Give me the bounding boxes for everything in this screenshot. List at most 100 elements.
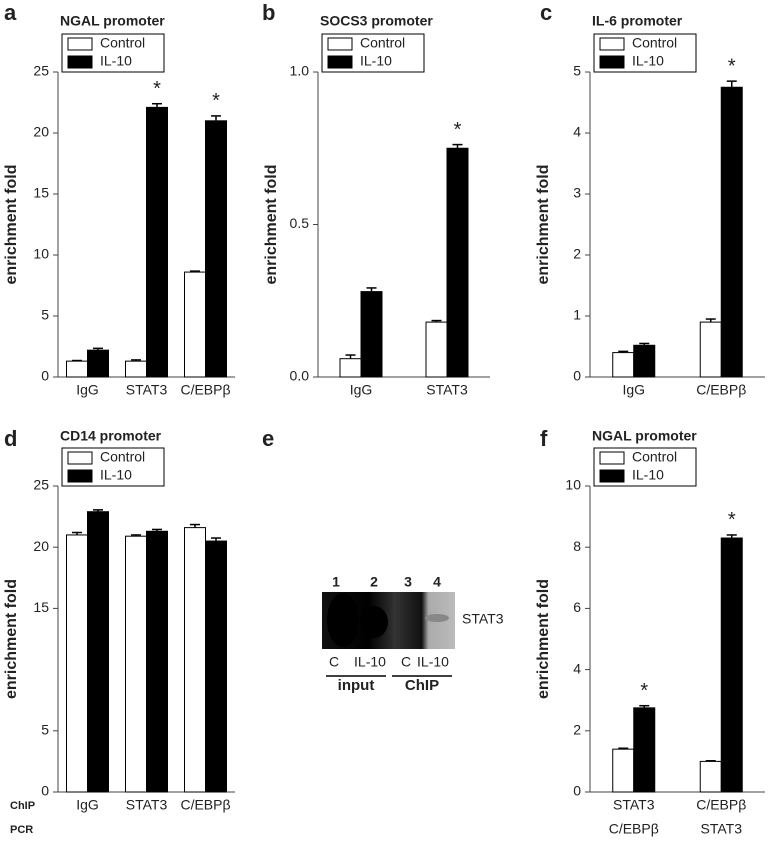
blot-band bbox=[327, 593, 359, 647]
lane-condition: C bbox=[329, 654, 339, 670]
blot-band bbox=[360, 606, 388, 638]
panel-letter: d bbox=[4, 426, 17, 451]
y-tick-label: 0 bbox=[573, 368, 581, 384]
y-tick-label: 1.0 bbox=[290, 63, 310, 79]
legend-swatch bbox=[67, 469, 93, 483]
bar bbox=[699, 321, 722, 378]
y-tick-label: 4 bbox=[573, 124, 581, 140]
y-tick-label: 5 bbox=[573, 63, 581, 79]
legend-label: Control bbox=[632, 449, 677, 465]
significance-mark: * bbox=[212, 90, 220, 112]
x-tick-label: STAT3 bbox=[701, 821, 743, 837]
lane-condition: IL-10 bbox=[354, 654, 386, 670]
x-tick-label: IgG bbox=[76, 382, 99, 398]
bar bbox=[360, 291, 383, 378]
y-tick-label: 20 bbox=[33, 538, 49, 554]
x-tick-label: IgG bbox=[622, 382, 645, 398]
significance-mark: * bbox=[728, 55, 736, 77]
significance-mark: * bbox=[153, 78, 161, 100]
y-tick-label: 2 bbox=[573, 246, 581, 262]
x-tick-label: C/EBPβ bbox=[696, 382, 746, 398]
bar bbox=[66, 360, 88, 378]
bar bbox=[612, 748, 635, 793]
chart-title: CD14 promoter bbox=[60, 428, 162, 444]
bar bbox=[633, 344, 656, 378]
chart-title: SOCS3 promoter bbox=[320, 13, 433, 29]
legend-swatch bbox=[67, 451, 93, 465]
legend-label: IL-10 bbox=[632, 467, 664, 483]
bar bbox=[125, 360, 147, 378]
legend-label: Control bbox=[100, 449, 145, 465]
y-tick-label: 3 bbox=[573, 185, 581, 201]
panel-letter: e bbox=[262, 426, 274, 451]
x-tick-label: STAT3 bbox=[613, 797, 655, 813]
lane-number: 4 bbox=[433, 574, 441, 590]
legend-label: Control bbox=[100, 35, 145, 51]
y-tick-label: 15 bbox=[33, 599, 49, 615]
bar bbox=[146, 106, 168, 378]
category-row-label: ChIP bbox=[10, 800, 35, 812]
x-tick-label: STAT3 bbox=[426, 382, 468, 398]
legend-label: Control bbox=[360, 35, 405, 51]
chart-title: NGAL promoter bbox=[592, 428, 697, 444]
bar bbox=[146, 530, 168, 793]
lane-group: ChIP bbox=[405, 677, 439, 694]
lane-number: 2 bbox=[370, 574, 378, 590]
x-tick-label: C/EBPβ bbox=[180, 797, 230, 813]
panel-letter: f bbox=[540, 426, 548, 451]
legend-swatch bbox=[67, 37, 93, 51]
bar bbox=[612, 352, 635, 378]
significance-mark: * bbox=[454, 119, 462, 141]
legend-swatch bbox=[327, 55, 353, 69]
x-tick-label: IgG bbox=[76, 797, 99, 813]
y-axis-label: enrichment fold bbox=[535, 164, 552, 284]
blot-band bbox=[425, 614, 449, 622]
bar bbox=[66, 534, 88, 793]
bar bbox=[87, 349, 109, 378]
lane-number: 3 bbox=[404, 574, 412, 590]
bar bbox=[184, 527, 206, 793]
legend-swatch bbox=[327, 37, 353, 51]
bar bbox=[720, 86, 743, 378]
y-tick-label: 0.0 bbox=[290, 368, 310, 384]
lane-condition: C bbox=[401, 654, 411, 670]
y-tick-label: 4 bbox=[573, 660, 581, 676]
y-tick-label: 15 bbox=[33, 185, 49, 201]
bar bbox=[87, 511, 109, 793]
y-axis-label: enrichment fold bbox=[535, 579, 552, 699]
panel-letter: b bbox=[262, 0, 275, 25]
y-tick-label: 6 bbox=[573, 599, 581, 615]
y-tick-label: 1 bbox=[573, 307, 581, 323]
category-row-label: PCR bbox=[10, 824, 33, 836]
legend-label: Control bbox=[632, 35, 677, 51]
y-tick-label: 2 bbox=[573, 722, 581, 738]
y-axis-label: enrichment fold bbox=[3, 579, 20, 699]
legend-label: IL-10 bbox=[360, 53, 392, 69]
bar bbox=[720, 537, 743, 793]
lane-number: 1 bbox=[332, 574, 340, 590]
chart-title: NGAL promoter bbox=[60, 13, 165, 29]
legend-swatch bbox=[599, 451, 625, 465]
y-tick-label: 0 bbox=[41, 368, 49, 384]
legend-swatch bbox=[599, 37, 625, 51]
lane-condition: IL-10 bbox=[417, 654, 449, 670]
bar bbox=[425, 321, 448, 378]
x-tick-label: C/EBPβ bbox=[696, 797, 746, 813]
y-tick-label: 0 bbox=[573, 783, 581, 799]
legend-swatch bbox=[599, 469, 625, 483]
legend-label: IL-10 bbox=[100, 467, 132, 483]
x-tick-label: C/EBPβ bbox=[609, 821, 659, 837]
y-tick-label: 20 bbox=[33, 124, 49, 140]
panel-letter: a bbox=[4, 0, 17, 25]
significance-mark: * bbox=[640, 680, 648, 702]
y-axis-label: enrichment fold bbox=[3, 164, 20, 284]
bar bbox=[699, 760, 722, 793]
band-label: STAT3 bbox=[462, 611, 504, 627]
bar bbox=[205, 120, 227, 378]
y-tick-label: 25 bbox=[33, 63, 49, 79]
x-tick-label: IgG bbox=[350, 382, 373, 398]
significance-mark: * bbox=[728, 509, 736, 531]
legend-label: IL-10 bbox=[632, 53, 664, 69]
bar bbox=[633, 707, 656, 793]
y-tick-label: 0 bbox=[41, 783, 49, 799]
